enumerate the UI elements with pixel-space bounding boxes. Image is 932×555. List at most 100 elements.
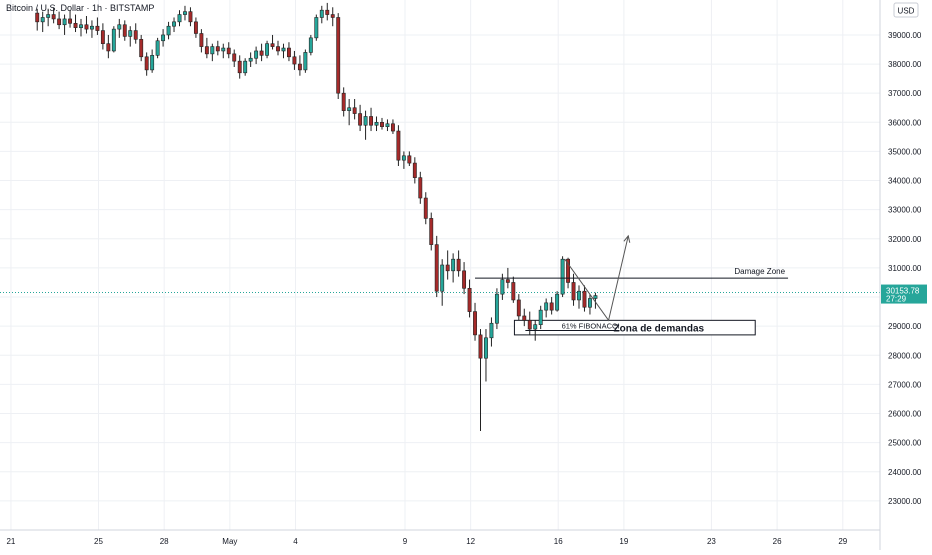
candle-down <box>51 14 56 20</box>
candle-down <box>297 63 302 71</box>
candle-down <box>462 270 467 289</box>
candle-up <box>347 107 352 111</box>
y-tick-label: 35000.00 <box>888 147 922 156</box>
y-tick-label: 32000.00 <box>888 235 922 244</box>
candle-up <box>401 155 406 161</box>
candle-down <box>199 33 204 47</box>
y-tick-label: 26000.00 <box>888 410 922 419</box>
candle-down <box>287 47 291 58</box>
y-tick-label: 25000.00 <box>888 439 922 448</box>
x-tick-label: 23 <box>707 537 716 546</box>
candle-down <box>325 9 330 15</box>
candle-down <box>358 113 363 126</box>
candle-up <box>593 295 598 299</box>
candle-up <box>177 14 182 23</box>
candle-up <box>254 50 259 59</box>
projection-arrow[interactable] <box>564 235 629 322</box>
x-tick-label: 21 <box>6 537 15 546</box>
y-tick-label: 33000.00 <box>888 206 922 215</box>
candle-up <box>319 9 324 18</box>
candle-up <box>538 309 543 325</box>
candle-down <box>122 24 127 37</box>
y-tick-label: 29000.00 <box>888 322 922 331</box>
candle-down <box>106 43 111 52</box>
candle-down <box>390 123 395 132</box>
x-tick-label: 16 <box>554 537 563 546</box>
candle-down <box>478 334 483 359</box>
candle-up <box>363 116 368 126</box>
candle-down <box>57 18 62 26</box>
candle-down <box>429 218 434 245</box>
candle-up <box>281 47 286 52</box>
candle-down <box>270 43 275 47</box>
x-tick-label: 4 <box>293 537 298 546</box>
candle-down <box>522 315 527 321</box>
projection-arrowhead <box>623 234 631 243</box>
candle-down <box>445 264 450 272</box>
candle-down <box>330 14 335 18</box>
candle-down <box>259 50 264 56</box>
candle-up <box>533 324 538 330</box>
last-price-countdown: 27:29 <box>886 295 907 304</box>
candle-up <box>46 14 51 18</box>
candle-down <box>571 282 576 301</box>
candle-up <box>385 123 390 127</box>
y-tick-label: 34000.00 <box>888 177 922 186</box>
grid <box>0 0 880 530</box>
candle-down <box>511 282 516 301</box>
candle-up <box>150 55 155 71</box>
candle-down <box>336 17 341 94</box>
currency-badge[interactable]: USD <box>893 2 919 18</box>
candle-down <box>396 130 401 161</box>
candle-up <box>155 40 160 56</box>
candle-up <box>79 24 83 28</box>
candle-up <box>489 322 494 339</box>
last-price-box <box>881 284 927 304</box>
candle-down <box>566 258 571 283</box>
x-tick-label: 29 <box>838 537 847 546</box>
candle-up <box>588 298 592 308</box>
y-tick-label: 28000.00 <box>888 351 922 360</box>
symbol-title[interactable]: Bitcoin / U.S. Dollar · 1h · BITSTAMP <box>6 3 155 13</box>
candle-down <box>369 116 373 126</box>
candle-down <box>467 287 472 312</box>
candle-down <box>527 320 532 330</box>
candle-up <box>303 52 308 71</box>
x-tick-label: May <box>222 537 237 546</box>
candle-down <box>35 12 40 23</box>
x-tick-label: 19 <box>619 537 628 546</box>
candle-down <box>144 56 149 71</box>
x-tick-label: 12 <box>466 537 475 546</box>
candle-up <box>183 11 187 15</box>
candle-up <box>166 25 171 36</box>
candle-down <box>473 311 477 336</box>
candle-down <box>516 299 521 317</box>
candle-down <box>380 122 384 127</box>
y-tick-label: 36000.00 <box>888 118 922 127</box>
candle-down <box>418 177 423 199</box>
candle-down <box>237 60 242 74</box>
damage-zone-label: Damage Zone <box>734 267 785 276</box>
demand-zone-box[interactable] <box>513 319 756 336</box>
candle-up <box>62 18 67 26</box>
x-tick-label: 26 <box>773 537 782 546</box>
candle-up <box>210 46 215 55</box>
time-axis[interactable]: 21 25 28 May 4 9 12 16 19 23 26 29 <box>6 537 847 546</box>
candle-up <box>248 57 253 62</box>
price-axis[interactable]: 23000.00 24000.00 25000.00 26000.00 27000.00… <box>888 31 922 506</box>
x-tick-label: 25 <box>94 537 103 546</box>
candle-down <box>68 18 72 24</box>
fibonacci-label: 61% FIBONACCI <box>562 322 620 331</box>
candle-down <box>412 162 417 178</box>
candle-up <box>484 337 488 359</box>
candle-down <box>133 30 138 40</box>
annotations-background <box>513 319 756 336</box>
candle-up <box>555 293 560 311</box>
y-tick-label: 31000.00 <box>888 264 922 273</box>
candle-up <box>243 60 248 74</box>
candle-down <box>73 22 78 28</box>
candlestick-series <box>35 2 598 431</box>
